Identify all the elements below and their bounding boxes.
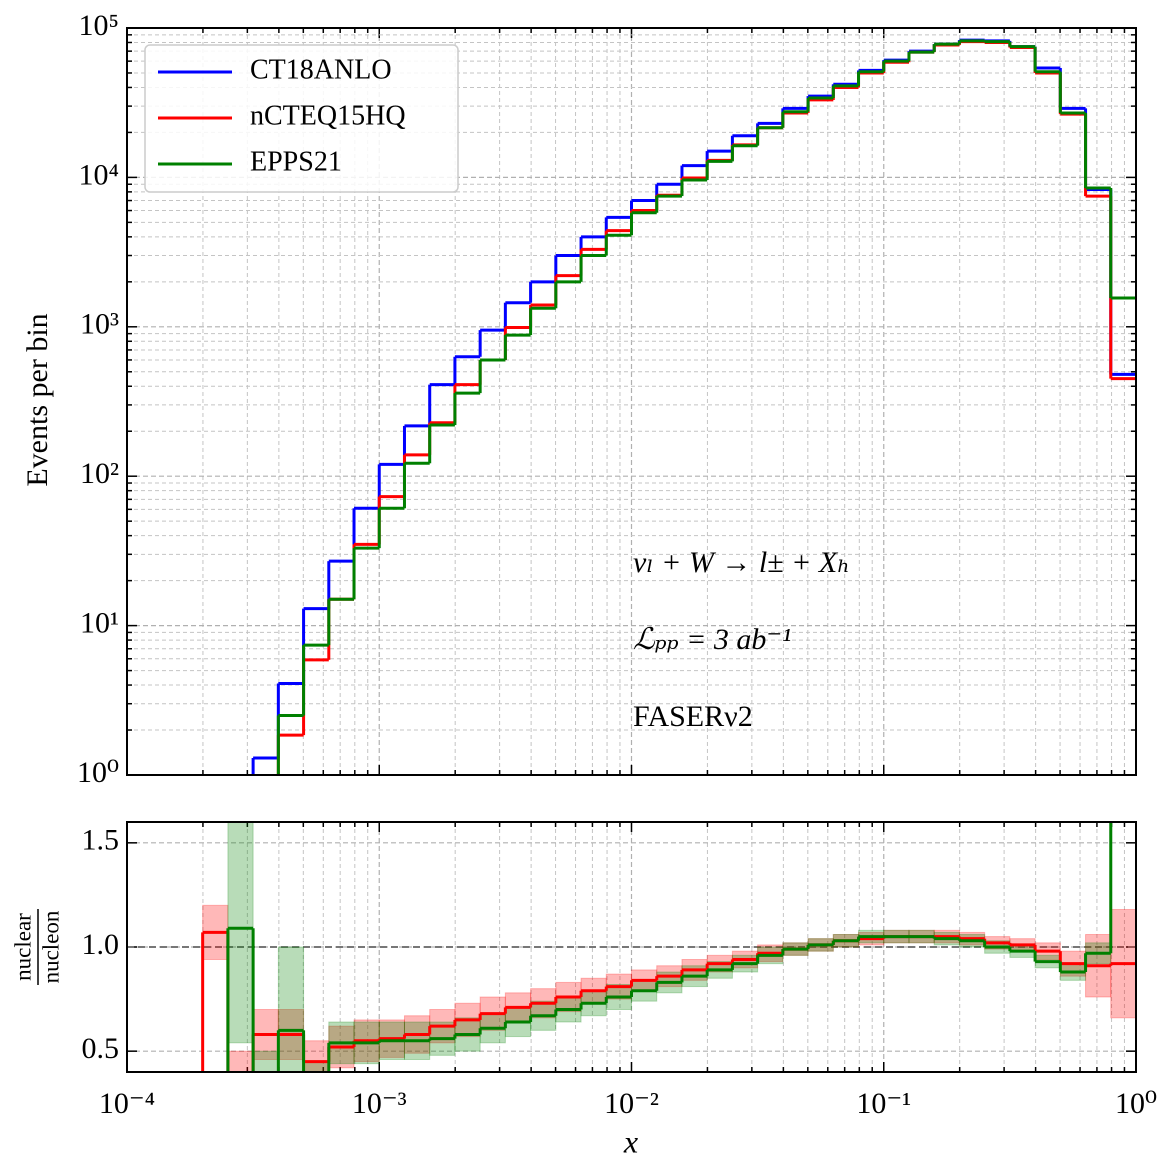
y-tick-label: 1.0 (82, 928, 120, 961)
plot-frame (126, 821, 1137, 1073)
x-axis-label: x (623, 1123, 638, 1159)
uncertainty-band (227, 1050, 254, 1072)
x-tick-label: 10⁻² (604, 1087, 659, 1120)
annotation: νₗ + W → l± + Xₕ (633, 546, 850, 579)
uncertainty-band (252, 1050, 279, 1072)
uncertainty-band (1111, 416, 1136, 541)
uncertainty-band (303, 1061, 330, 1072)
x-tick-label: 10⁻¹ (856, 1087, 911, 1120)
uncertainty-band (227, 822, 254, 1044)
data (251, 38, 1136, 775)
uncertainty-band (277, 946, 305, 1072)
data (201, 416, 1136, 1072)
legend-label: EPPS21 (250, 146, 342, 177)
y-tick-label: 1.5 (82, 824, 120, 857)
y-tick-label: 10³ (80, 308, 119, 341)
y-tick-label: 10⁵ (79, 9, 119, 42)
legend-label: nCTEQ15HQ (250, 100, 406, 131)
panel: 10⁰ 10¹ 10² 10³ 10⁴ 10⁵ CT18ANLO nCTEQ15HQ EPPS2… (77, 9, 1137, 789)
legend: CT18ANLO nCTEQ15HQ EPPS21 (144, 44, 459, 193)
annotation: ℒₚₚ = 3 ab⁻¹ (633, 623, 791, 656)
y-tick-label: 0.5 (82, 1032, 120, 1065)
panel: 10⁻⁴ 10⁻³ 10⁻² 10⁻¹ 10⁰ 0.5 1.0 1.5 (82, 416, 1157, 1120)
plot-frame (126, 27, 1137, 776)
y-tick-label: 10¹ (80, 606, 119, 639)
x-tick-label: 10⁰ (1115, 1087, 1157, 1120)
y-tick-label: 10⁴ (79, 158, 119, 191)
x-tick-label: 10⁻³ (352, 1087, 407, 1120)
ratio-denominator: nucleon (38, 910, 63, 983)
x-tick-label: 10⁻⁴ (99, 1087, 155, 1120)
uncertainty-band (303, 1040, 330, 1072)
legend-label: CT18ANLO (250, 54, 392, 85)
y-tick-label: 10⁰ (77, 756, 119, 789)
ratio-label: nuclear nucleon (10, 909, 63, 985)
ratio-numerator: nuclear (10, 913, 35, 981)
y-axis-label: Events per bin (21, 313, 54, 486)
annotation: FASERν2 (633, 700, 753, 733)
y-tick-label: 10² (80, 457, 119, 490)
legend-box (144, 44, 459, 193)
